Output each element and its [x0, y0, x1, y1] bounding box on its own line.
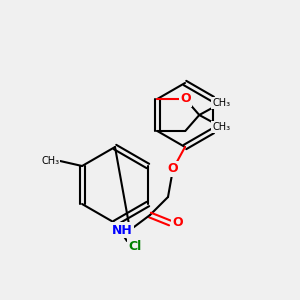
Text: CH₃: CH₃: [212, 122, 230, 132]
Text: O: O: [173, 217, 183, 230]
Text: Cl: Cl: [128, 239, 142, 253]
Text: O: O: [180, 92, 190, 106]
Text: CH₃: CH₃: [212, 98, 230, 108]
Text: NH: NH: [112, 224, 132, 236]
Text: CH₃: CH₃: [41, 156, 59, 166]
Text: O: O: [168, 163, 178, 176]
